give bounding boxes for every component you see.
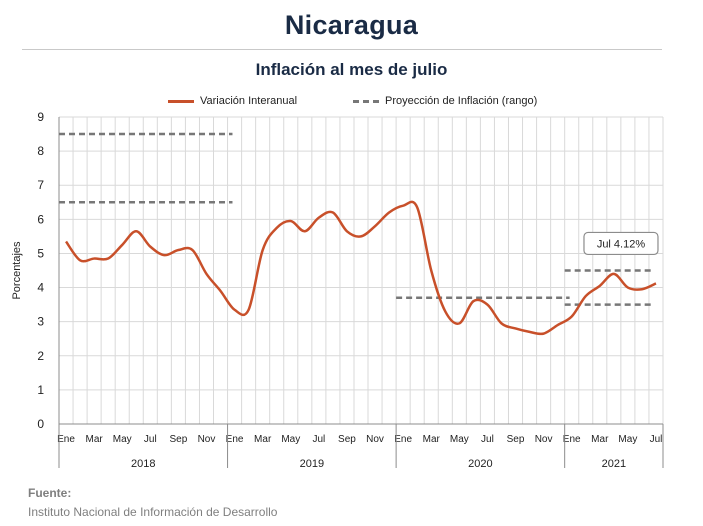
x-tick-label: May: [618, 434, 637, 445]
y-tick-label: 5: [37, 246, 44, 260]
x-tick-label: Ene: [226, 434, 244, 445]
x-tick-label: May: [113, 434, 132, 445]
legend-item-proyeccion: Proyección de Inflación (rango): [353, 95, 537, 107]
source-text: Instituto Nacional de Información de Des…: [28, 505, 278, 519]
y-tick-label: 2: [37, 349, 44, 363]
x-tick-label: Sep: [338, 434, 356, 445]
year-label: 2019: [300, 458, 324, 470]
x-tick-label: May: [281, 434, 300, 445]
x-tick-label: Ene: [57, 434, 75, 445]
y-tick-label: 1: [37, 383, 44, 397]
y-tick-label: 8: [37, 144, 44, 158]
x-tick-label: Jul: [312, 434, 325, 445]
x-tick-label: Nov: [366, 434, 384, 445]
chart-title: Nicaragua: [284, 10, 419, 40]
annotation-box: [583, 231, 659, 256]
year-label: 2018: [131, 458, 155, 470]
x-tick-label: Mar: [85, 434, 103, 445]
x-tick-label: Sep: [507, 434, 525, 445]
y-tick-label: 9: [37, 110, 44, 124]
x-tick-label: Sep: [169, 434, 187, 445]
y-tick-label: 7: [37, 178, 44, 192]
year-label: 2020: [468, 458, 492, 470]
legend-swatch-solid: [168, 99, 194, 103]
x-tick-label: Nov: [198, 434, 216, 445]
x-tick-label: Mar: [591, 434, 609, 445]
chart-subtitle: Inflación al mes de julio: [255, 60, 448, 79]
year-label: 2021: [602, 458, 626, 470]
x-tick-label: Mar: [254, 434, 272, 445]
y-axis-title: Porcentajes: [11, 241, 23, 300]
x-tick-label: Mar: [423, 434, 441, 445]
y-tick-label: 6: [37, 212, 44, 226]
x-tick-label: Jul: [650, 434, 663, 445]
title-divider: [22, 49, 662, 50]
x-tick-label: May: [450, 434, 469, 445]
legend-label-variacion: Variación Interanual: [200, 95, 298, 107]
x-tick-label: Ene: [563, 434, 581, 445]
series-line-variacion: [64, 200, 657, 336]
legend-swatch-dashed: [353, 99, 379, 103]
x-tick-label: Nov: [535, 434, 553, 445]
y-tick-label: 3: [37, 315, 44, 329]
source-title: Fuente:: [28, 486, 72, 500]
y-tick-label: 0: [37, 417, 44, 431]
legend-label-proyeccion: Proyección de Inflación (rango): [385, 95, 538, 107]
x-tick-label: Jul: [144, 434, 157, 445]
x-tick-label: Jul: [481, 434, 494, 445]
x-tick-label: Ene: [394, 434, 412, 445]
y-tick-label: 4: [37, 281, 44, 295]
annotation-label: Jul 4.12%: [597, 238, 646, 250]
legend-item-variacion: Variación Interanual: [168, 95, 297, 107]
